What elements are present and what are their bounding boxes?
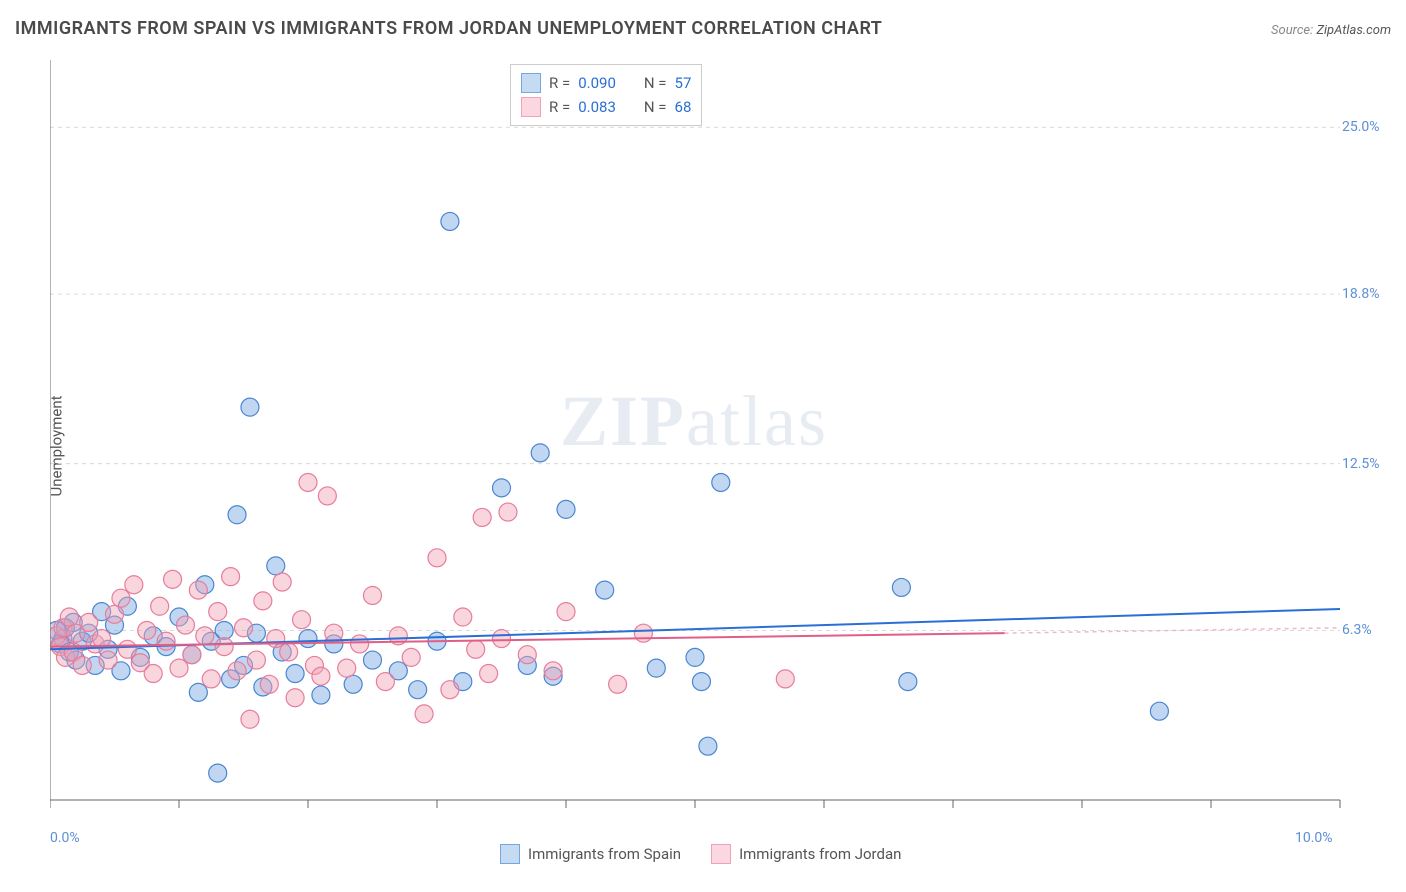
- legend-series-item: Immigrants from Spain: [500, 844, 681, 864]
- chart-area: ZIPatlas R =0.090N =57R =0.083N =68 Immi…: [50, 60, 1350, 820]
- legend-swatch: [711, 844, 731, 864]
- source-attribution: Source: ZipAtlas.com: [1271, 23, 1391, 38]
- y-tick-label: 18.8%: [1342, 286, 1380, 302]
- legend-r-label: R =: [549, 95, 570, 119]
- series-legend: Immigrants from Spain Immigrants from Jor…: [500, 844, 901, 864]
- legend-n-label: N =: [644, 95, 667, 119]
- legend-swatch: [521, 97, 541, 117]
- legend-n-value: 68: [675, 95, 692, 119]
- legend-series-label: Immigrants from Spain: [528, 845, 681, 863]
- y-tick-label: 6.3%: [1342, 622, 1372, 638]
- legend-row: R = 0.090 N = 57: [521, 71, 691, 95]
- legend-r-value: 0.090: [578, 71, 616, 95]
- legend-series-item: Immigrants from Jordan: [711, 844, 901, 864]
- legend-row: R = 0.083 N = 68: [521, 95, 691, 119]
- source-name: ZipAtlas.com: [1316, 23, 1391, 38]
- legend-n-value: 57: [675, 71, 692, 95]
- y-tick-label: 12.5%: [1342, 456, 1380, 472]
- source-label: Source:: [1271, 23, 1313, 38]
- watermark: ZIPatlas: [560, 380, 828, 463]
- chart-title: IMMIGRANTS FROM SPAIN VS IMMIGRANTS FROM…: [15, 18, 882, 39]
- x-tick-label: 10.0%: [1295, 830, 1333, 846]
- y-tick-label: 25.0%: [1342, 119, 1380, 135]
- legend-swatch: [500, 844, 520, 864]
- legend-r-label: R =: [549, 71, 570, 95]
- legend-swatch: [521, 73, 541, 93]
- x-tick-label: 0.0%: [50, 830, 80, 846]
- legend-n-label: N =: [644, 71, 667, 95]
- legend-r-value: 0.083: [578, 95, 616, 119]
- correlation-legend: R = 0.090 N = 57 R = 0.083 N = 68: [510, 64, 702, 126]
- legend-series-label: Immigrants from Jordan: [739, 845, 901, 863]
